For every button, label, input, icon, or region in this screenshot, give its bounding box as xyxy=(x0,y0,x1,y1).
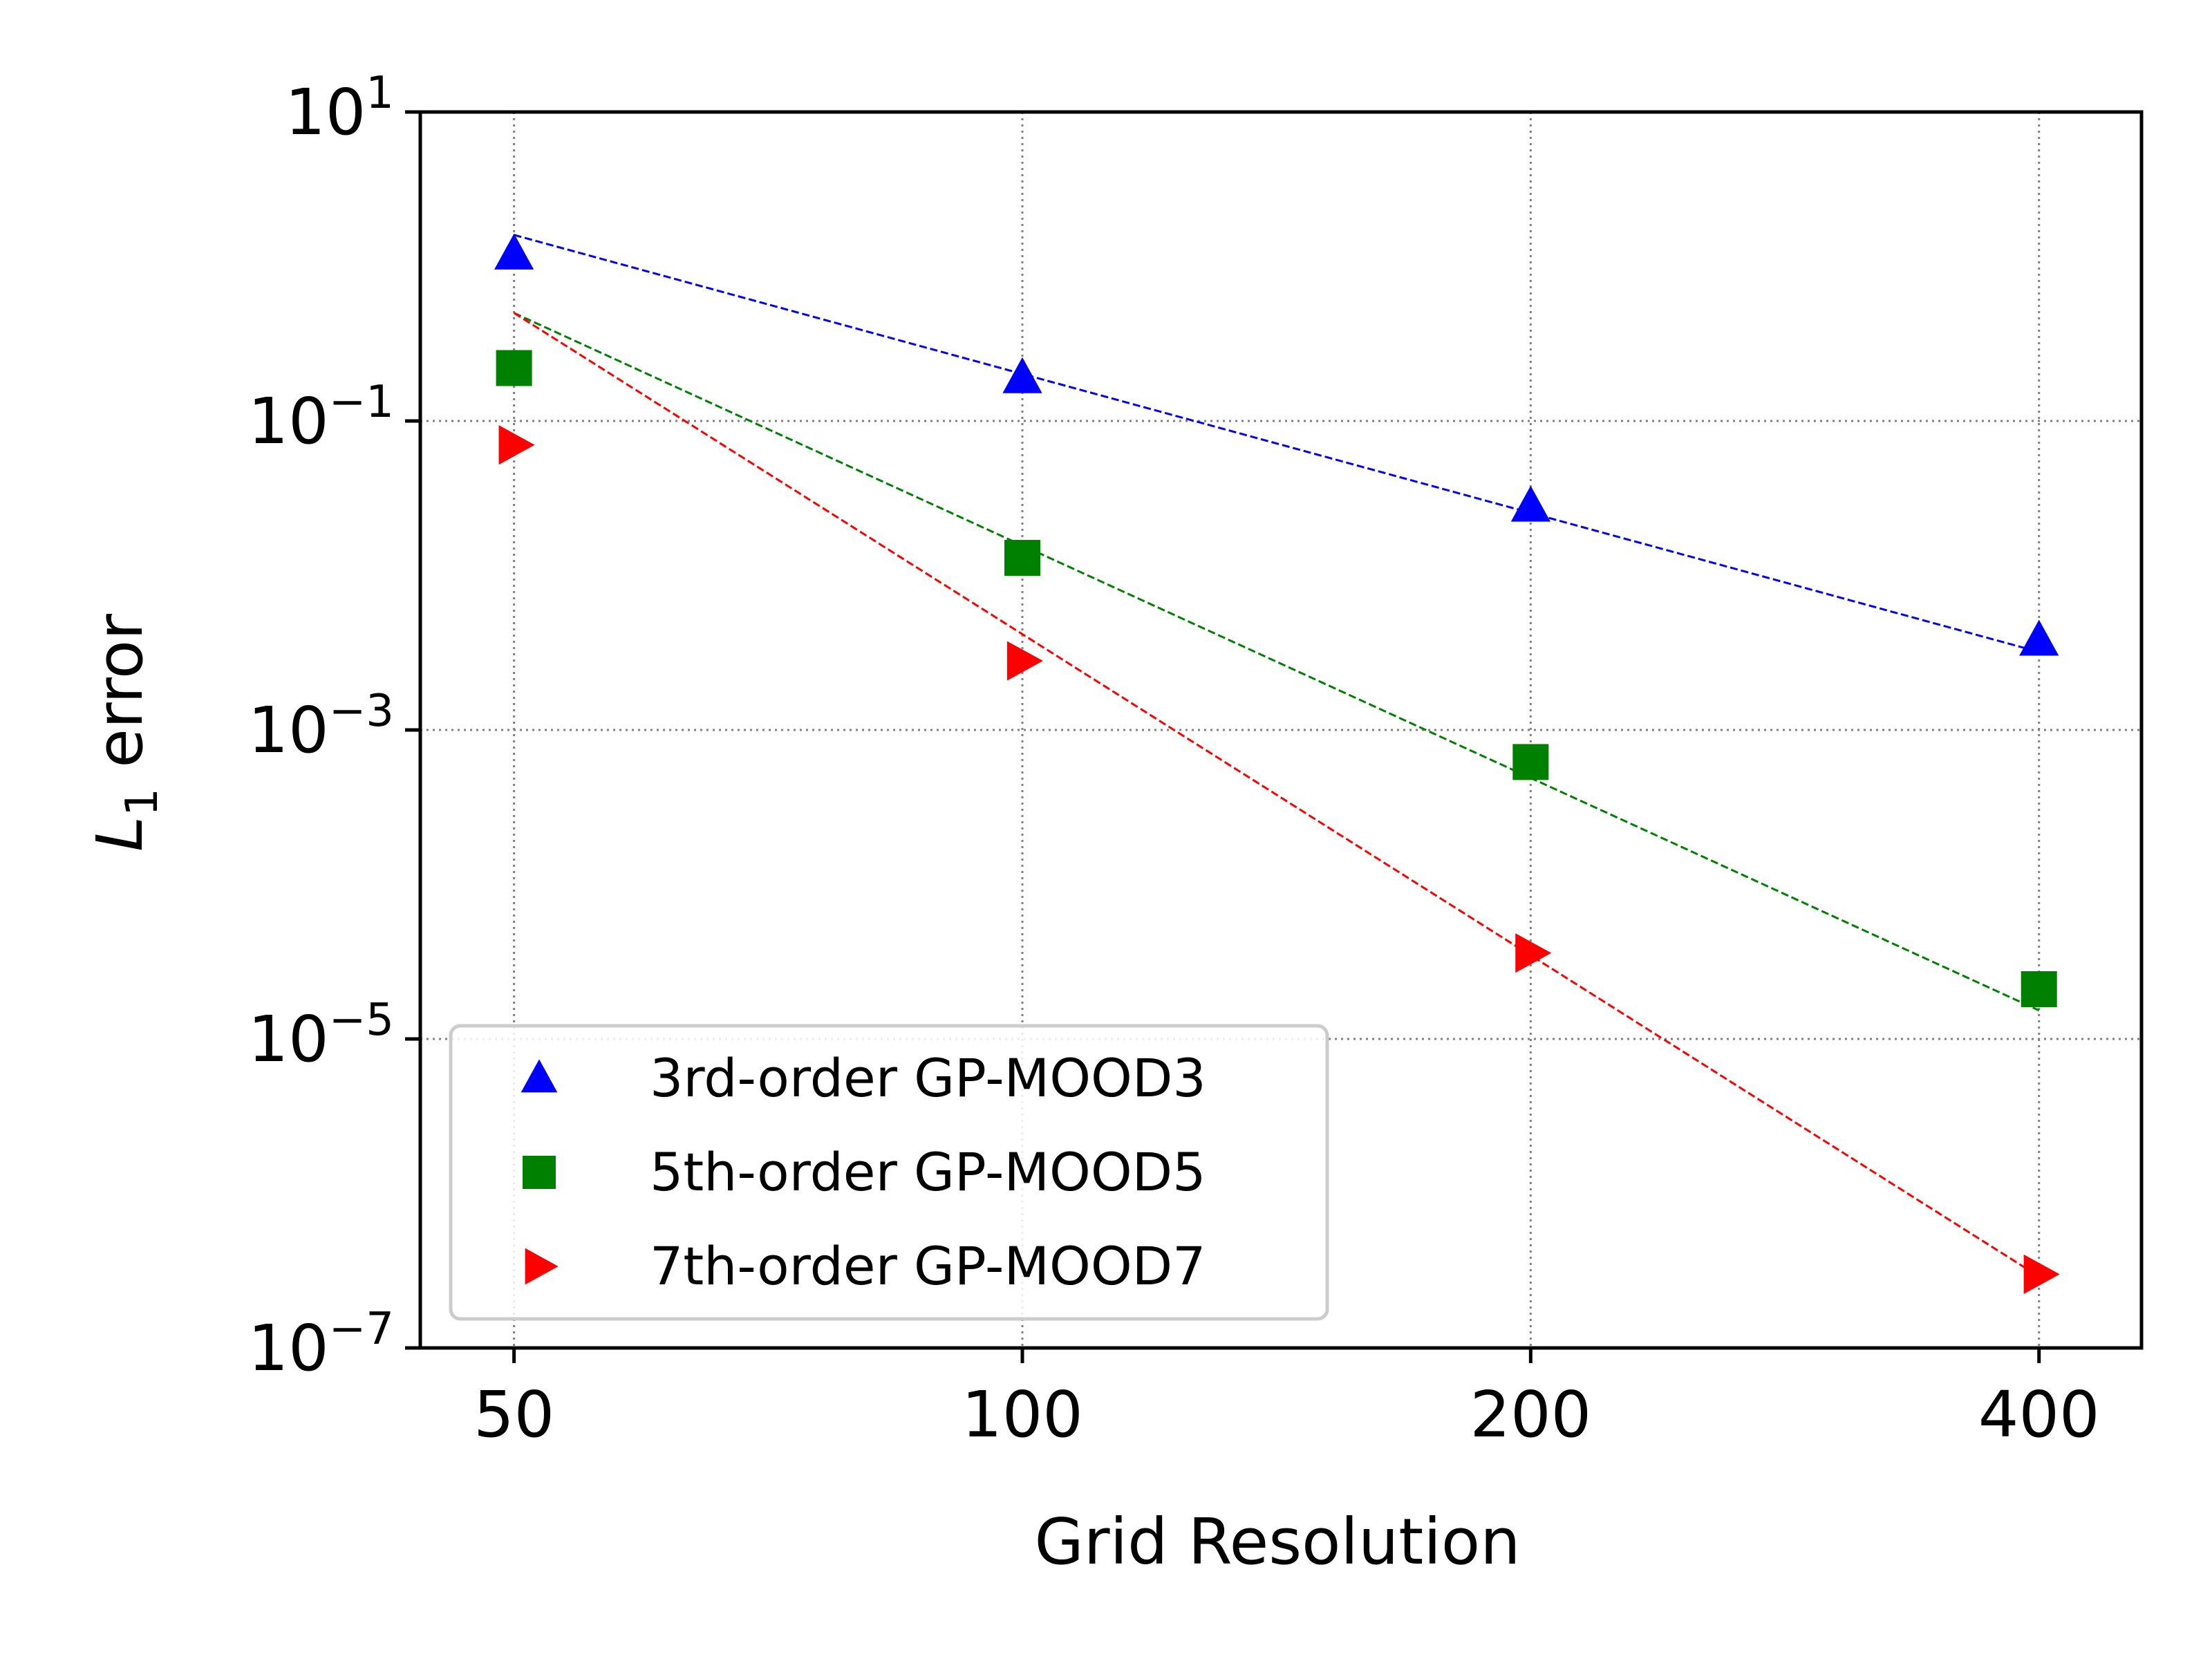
y-tick-label: 10−1 xyxy=(248,377,394,458)
legend-marker-3 xyxy=(525,1248,559,1285)
ref-line-series-2 xyxy=(513,312,2040,1012)
legend-marker-2 xyxy=(523,1156,556,1189)
data-point-series-1 xyxy=(1002,357,1042,393)
data-point-series-3 xyxy=(498,425,535,465)
y-axis-label: L1 error xyxy=(83,614,168,852)
data-point-series-3 xyxy=(1515,933,1552,973)
x-tick-label: 100 xyxy=(962,1378,1083,1452)
ref-line-series-3 xyxy=(513,312,2040,1277)
data-point-series-3 xyxy=(2023,1254,2060,1294)
data-point-series-2 xyxy=(2021,971,2057,1007)
x-tick-label: 50 xyxy=(474,1378,554,1452)
y-tick-label: 10−5 xyxy=(248,995,394,1076)
ref-line-series-1 xyxy=(514,234,2040,653)
data-markers xyxy=(494,233,2060,1294)
data-point-series-1 xyxy=(1510,485,1550,522)
y-axis-ticks: 101 10−1 10−3 10−5 10−7 xyxy=(248,68,420,1385)
y-tick-label: 10−3 xyxy=(248,686,394,767)
y-tick-label: 101 xyxy=(285,68,394,149)
data-point-series-2 xyxy=(1004,540,1040,577)
x-tick-label: 400 xyxy=(1978,1378,2100,1452)
data-point-series-1 xyxy=(2019,619,2059,656)
legend-box xyxy=(449,1024,1329,1321)
x-axis-label: Grid Resolution xyxy=(1034,1505,1520,1579)
x-tick-label: 200 xyxy=(1470,1378,1592,1452)
legend-label-2: 5th-order GP-MOOD5 xyxy=(650,1141,1206,1203)
data-point-series-2 xyxy=(1512,744,1549,780)
y-axis-label-sub: 1 xyxy=(117,788,168,816)
data-point-series-2 xyxy=(496,350,532,386)
data-point-series-1 xyxy=(494,233,534,270)
legend: 3rd-order GP-MOOD3 5th-order GP-MOOD5 7th-… xyxy=(449,1024,1329,1321)
y-tick-label: 10−7 xyxy=(248,1304,394,1385)
x-axis-ticks: 50 100 200 400 xyxy=(474,1348,2100,1452)
reference-lines xyxy=(513,234,2040,1277)
data-point-series-3 xyxy=(1006,641,1043,681)
y-axis-label-main: L xyxy=(83,816,157,852)
legend-label-3: 7th-order GP-MOOD7 xyxy=(650,1235,1206,1297)
legend-label-1: 3rd-order GP-MOOD3 xyxy=(650,1047,1206,1109)
legend-marker-1 xyxy=(521,1059,558,1093)
y-axis-label-rest: error xyxy=(83,614,157,788)
